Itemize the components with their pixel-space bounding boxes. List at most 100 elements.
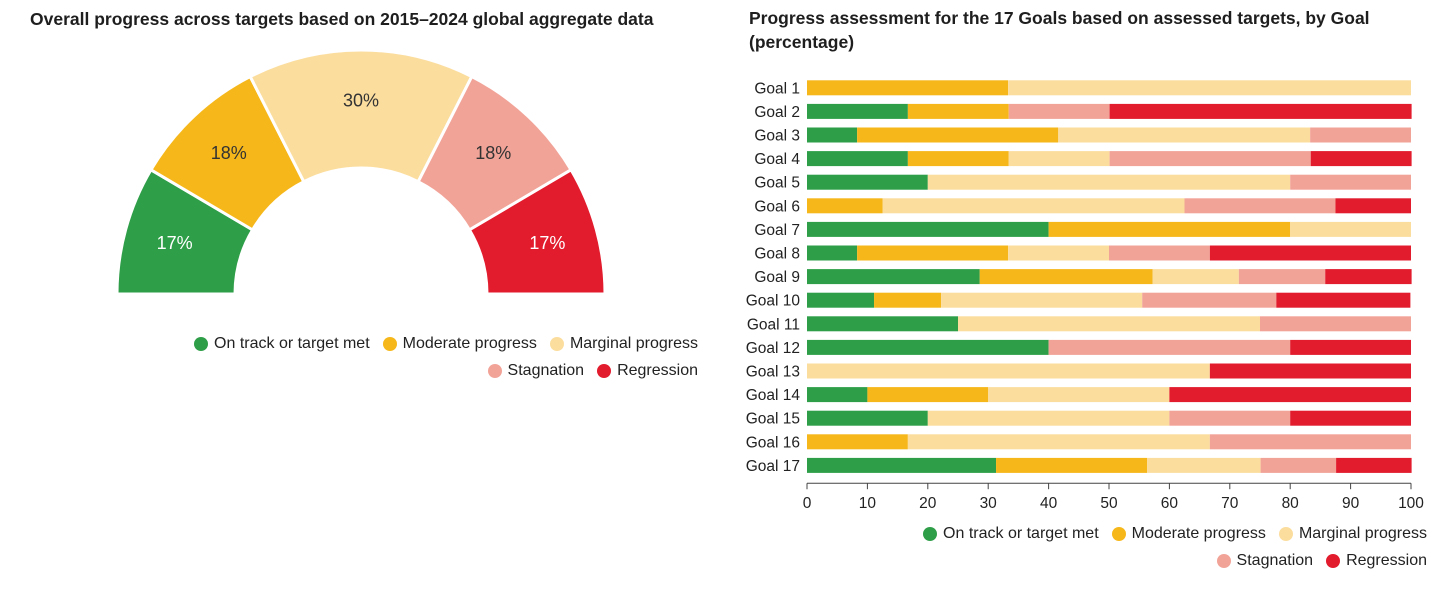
bar-segment	[807, 339, 1049, 355]
bar-segment	[1008, 245, 1109, 261]
bar-segment	[941, 292, 1143, 308]
bar-segment	[807, 292, 875, 308]
legend-item-on-track: On track or target met	[194, 334, 370, 354]
bar-segment	[1008, 80, 1411, 96]
legend-dot-icon	[923, 527, 938, 541]
bar-segment	[1147, 457, 1261, 473]
bar-segment	[1209, 363, 1411, 379]
bar-segment	[1152, 269, 1239, 285]
legend-label: Stagnation	[1236, 552, 1314, 569]
x-tick-label: 0	[803, 495, 812, 512]
bar-segment	[874, 292, 942, 308]
bar-segment	[1238, 269, 1326, 285]
category-label: Goal 3	[754, 128, 800, 145]
x-tick-label: 80	[1282, 495, 1300, 512]
legend-dot-icon	[194, 337, 209, 351]
legend-label: Marginal progress	[1298, 525, 1427, 542]
bar-segment	[1109, 151, 1311, 167]
bar-segment	[867, 387, 989, 403]
legend-label: Marginal progress	[569, 335, 698, 352]
legend-label: On track or target met	[943, 525, 1099, 542]
bar-segment	[807, 434, 908, 450]
bar-segment	[907, 103, 1009, 119]
bar-segment	[857, 245, 1009, 261]
legend-label: Moderate progress	[1131, 525, 1266, 542]
category-label: Goal 4	[754, 151, 800, 168]
gauge-data-label: 18%	[475, 143, 511, 163]
bar-chart-title: Progress assessment for the 17 Goals bas…	[749, 8, 1370, 52]
legend-item-regression: Regression	[597, 361, 698, 381]
bar-segment	[807, 363, 1210, 379]
x-tick-label: 30	[980, 495, 998, 512]
legend-label: Moderate progress	[402, 335, 537, 352]
bar-segment	[857, 127, 1059, 143]
bar-segment	[996, 457, 1148, 473]
legend-label: On track or target met	[214, 335, 370, 352]
category-label: Goal 2	[754, 104, 800, 121]
bar-segment	[1142, 292, 1277, 308]
bar-segment	[907, 434, 1210, 450]
category-label: Goal 10	[746, 293, 801, 310]
bar-segment	[1260, 316, 1411, 332]
x-tick-label: 70	[1221, 495, 1239, 512]
bar-segment	[1058, 127, 1311, 143]
bar-segment	[907, 151, 1009, 167]
bar-segment	[1184, 198, 1336, 214]
bar-segment	[1290, 410, 1411, 426]
gauge-data-label: 17%	[529, 233, 565, 253]
gauge-segment	[467, 167, 607, 296]
legend-dot-icon	[1326, 554, 1341, 568]
legend-item-marginal: Marginal progress	[1278, 524, 1427, 544]
bar-segment	[882, 198, 1185, 214]
legend-dot-icon	[487, 364, 502, 378]
legend-label: Regression	[617, 362, 698, 379]
gauge-chart-title: Overall progress across targets based on…	[30, 9, 654, 29]
category-label: Goal 13	[746, 364, 800, 381]
bar-segment	[1310, 127, 1411, 143]
bar-segment	[979, 269, 1153, 285]
bar-segment	[1325, 269, 1412, 285]
category-label: Goal 1	[754, 80, 800, 97]
bar-segment	[1260, 457, 1337, 473]
bar-segment	[807, 151, 908, 167]
legend-item-stagnation: Stagnation	[1216, 551, 1314, 571]
legend-label: Regression	[1346, 552, 1427, 569]
bar-segment	[807, 316, 958, 332]
x-tick-label: 60	[1161, 495, 1179, 512]
bar-segment	[807, 80, 1009, 96]
legend-dot-icon	[597, 364, 612, 378]
bar-segment	[1169, 410, 1291, 426]
bar-segment	[807, 410, 928, 426]
gauge-data-label: 17%	[157, 233, 193, 253]
category-label: Goal 9	[754, 269, 800, 286]
bar-segment	[807, 127, 858, 143]
category-label: Goal 5	[754, 175, 800, 192]
bar-segment	[1109, 103, 1412, 119]
category-label: Goal 14	[746, 387, 801, 404]
bar-segment	[1008, 103, 1110, 119]
legend-dot-icon	[1216, 554, 1231, 568]
x-tick-label: 90	[1342, 495, 1360, 512]
bar-segment	[1336, 457, 1412, 473]
x-tick-label: 10	[859, 495, 877, 512]
bar-segment	[1048, 221, 1291, 237]
bar-segment	[807, 174, 928, 190]
category-label: Goal 15	[746, 411, 800, 428]
bar-segment	[1310, 151, 1412, 167]
gauge-data-label: 18%	[211, 143, 247, 163]
x-tick-label: 100	[1398, 495, 1424, 512]
bar-segment	[807, 198, 883, 214]
category-label: Goal 12	[746, 340, 800, 357]
bar-segment	[1290, 174, 1411, 190]
gauge-segment	[248, 48, 474, 184]
bar-segment	[807, 245, 858, 261]
legend-dot-icon	[382, 337, 397, 351]
x-tick-label: 20	[919, 495, 937, 512]
stacked-bar-chart: Goal 1 Goal 2 Goal 3 Goal 4 Goal 5 Goal 6 Goal…	[746, 80, 1424, 512]
legend-dot-icon	[549, 337, 564, 351]
bar-segment	[807, 221, 1049, 237]
bar-segment	[1209, 245, 1411, 261]
category-label: Goal 17	[746, 458, 800, 475]
bar-segment	[1290, 221, 1411, 237]
